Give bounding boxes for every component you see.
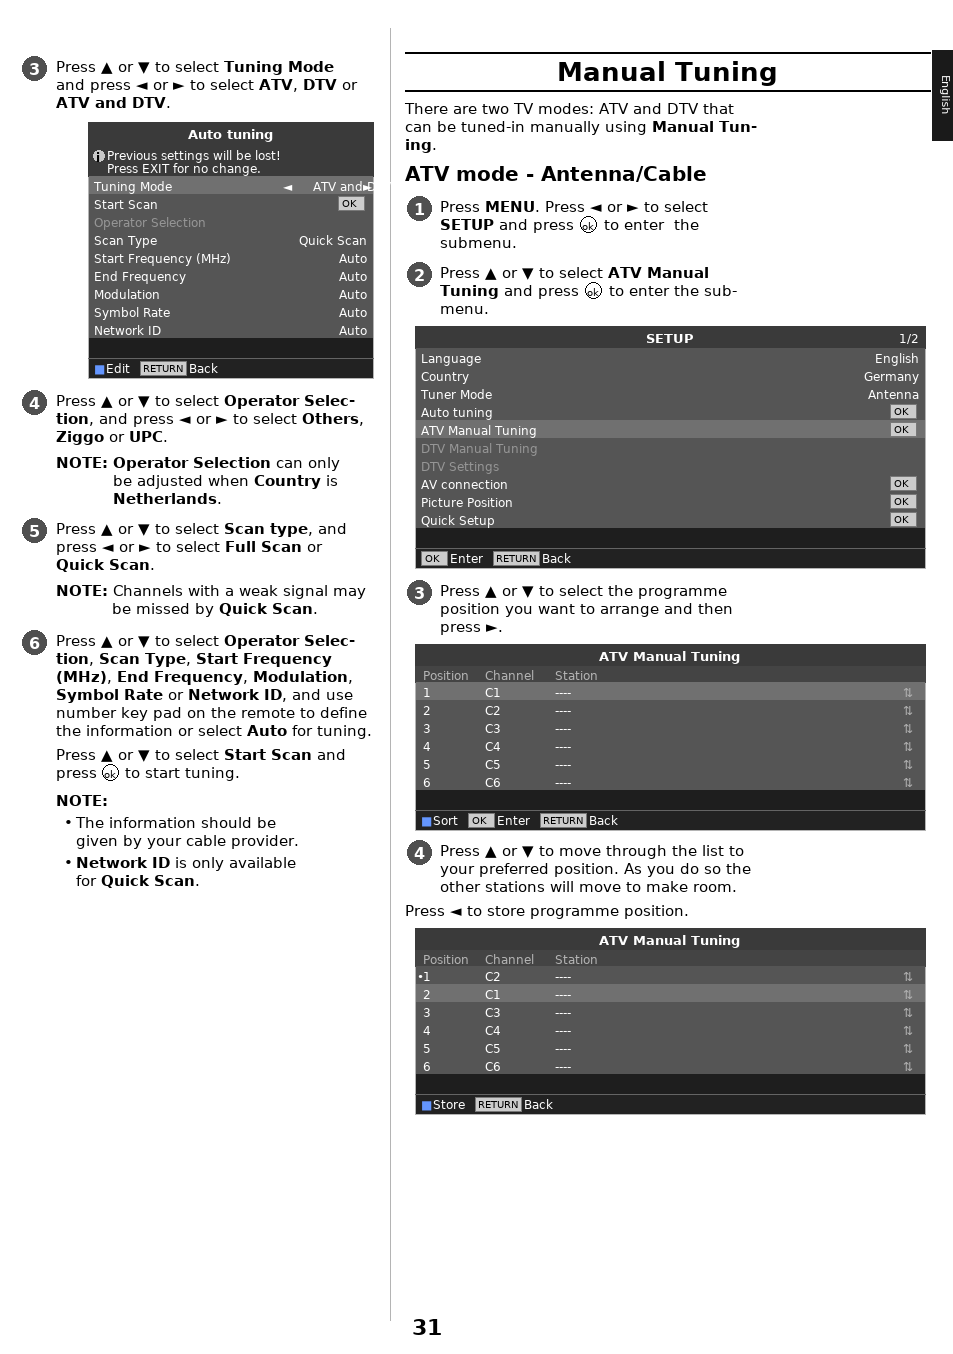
Bar — [931, 50, 953, 139]
Text: English: English — [937, 74, 947, 115]
